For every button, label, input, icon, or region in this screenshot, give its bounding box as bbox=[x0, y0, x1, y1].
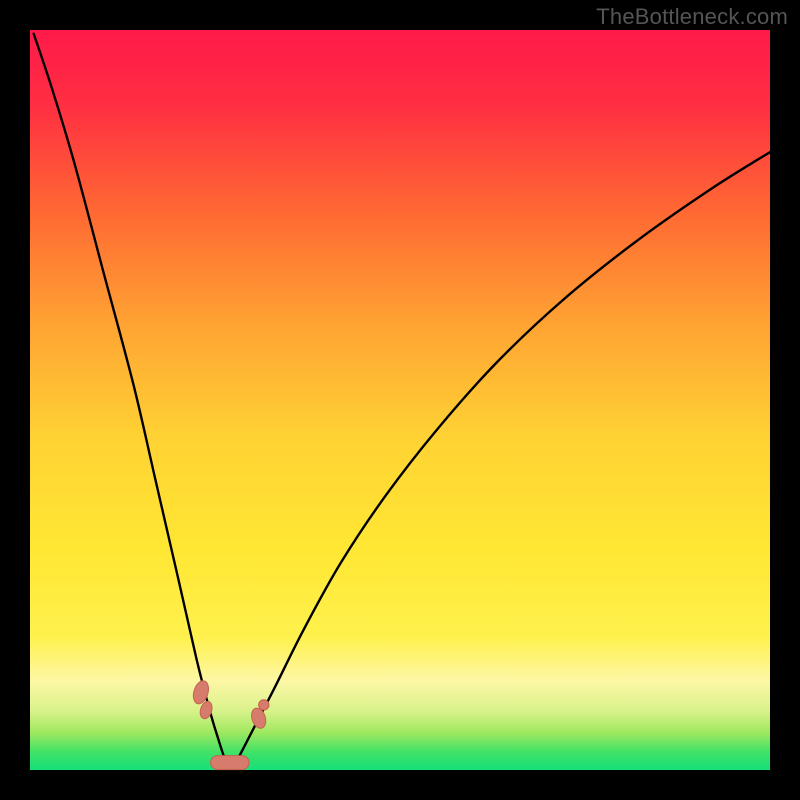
bottleneck-chart bbox=[0, 0, 800, 800]
marker-point bbox=[211, 756, 249, 770]
figure-root: TheBottleneck.com bbox=[0, 0, 800, 800]
marker-point bbox=[259, 700, 269, 710]
plot-background bbox=[30, 30, 770, 770]
watermark-text: TheBottleneck.com bbox=[596, 4, 788, 30]
